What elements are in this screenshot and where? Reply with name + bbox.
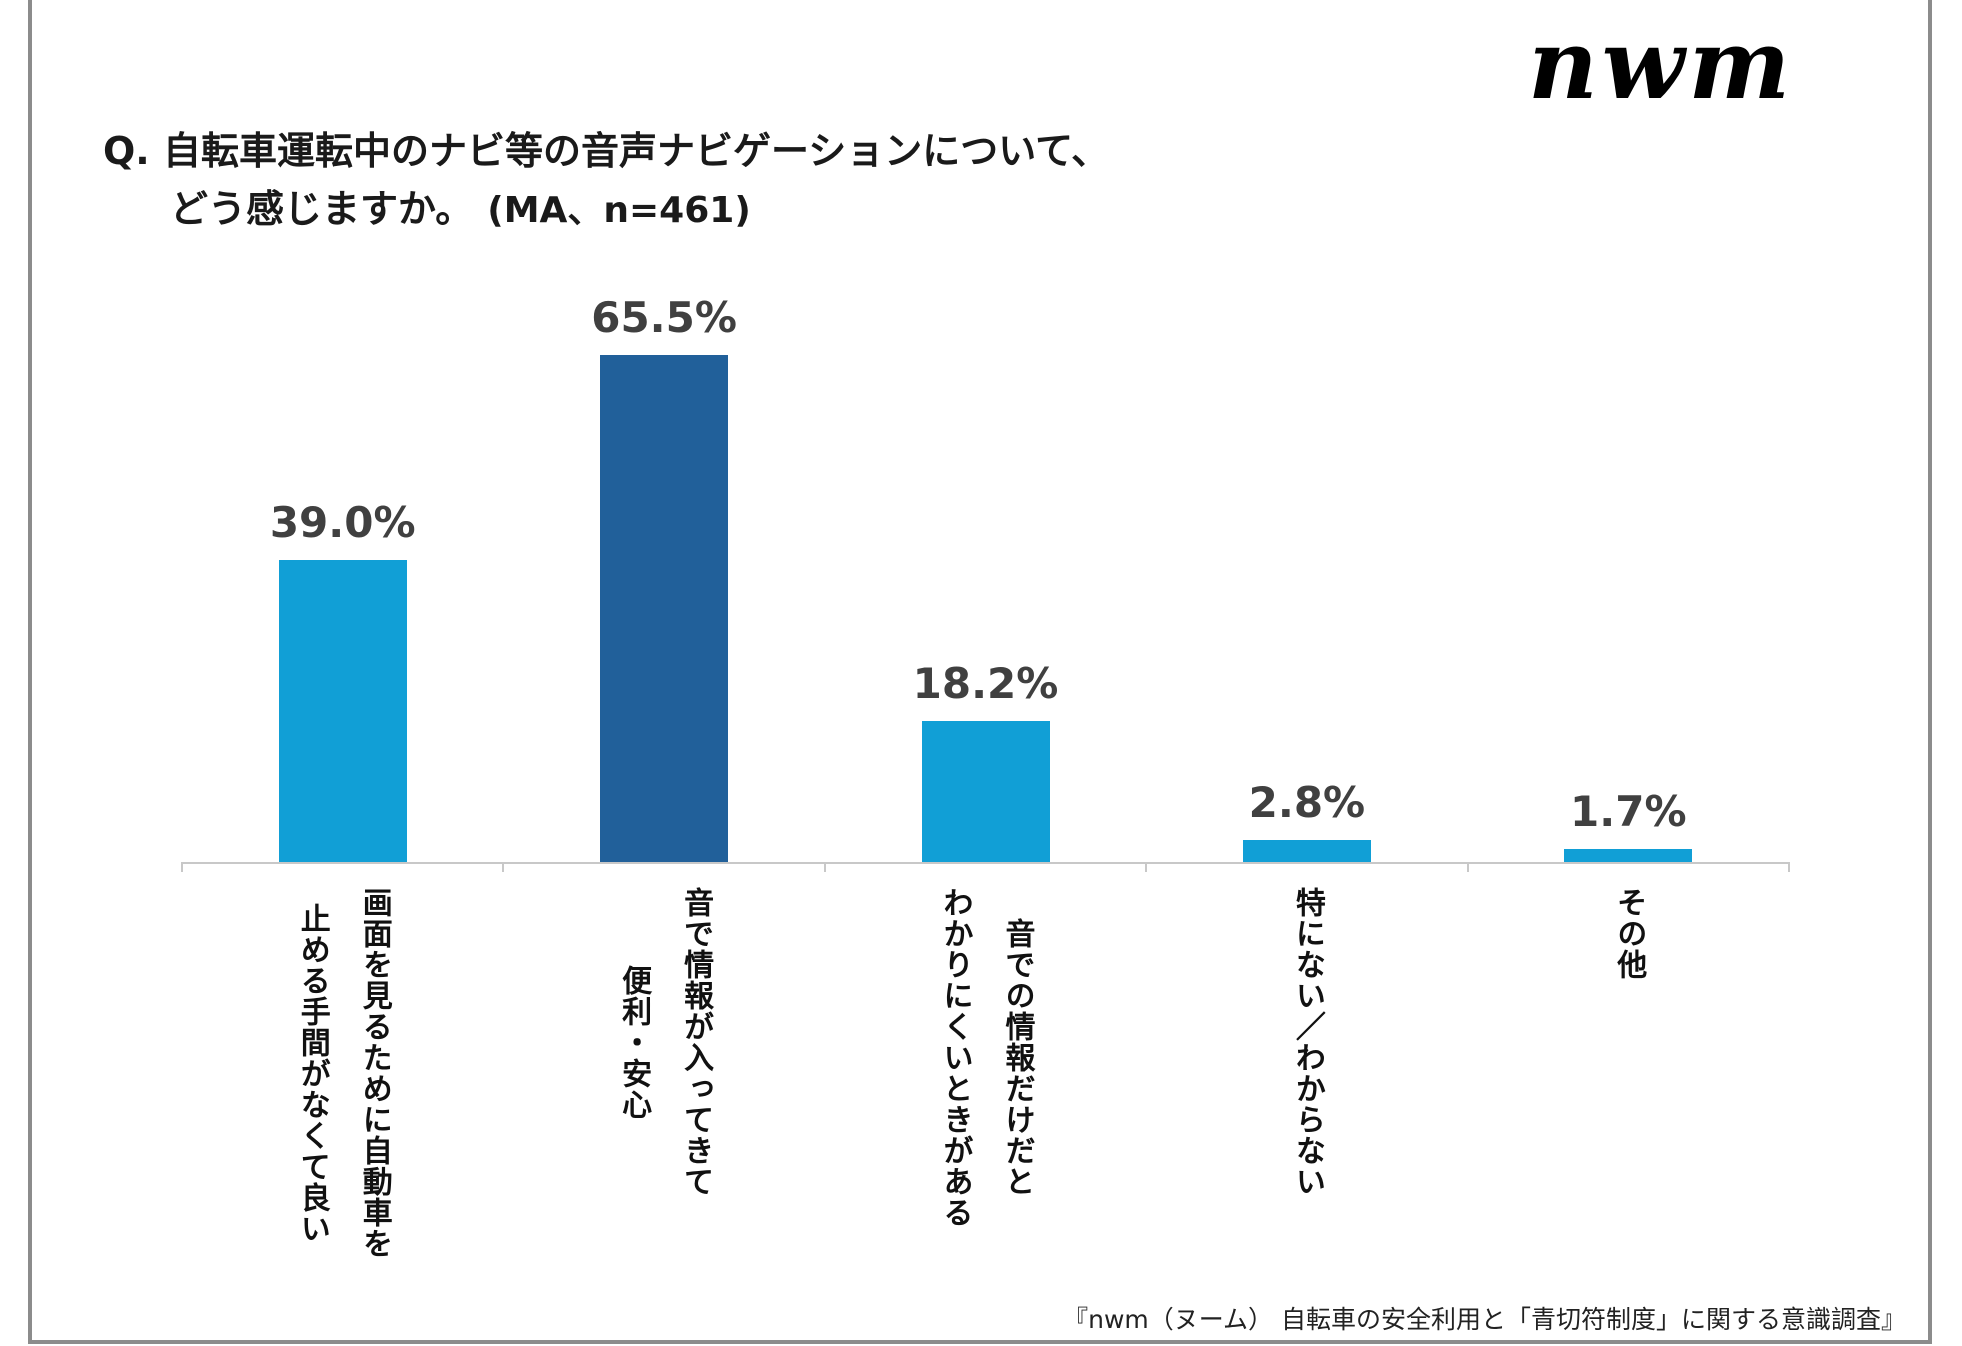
- data-label: 1.7%: [1570, 786, 1687, 836]
- chart-title-sample: (MA、n=461): [487, 190, 751, 231]
- x-axis-tick: [1145, 862, 1148, 872]
- chart-title-question: どう感じますか。: [170, 187, 474, 231]
- bar: [1242, 840, 1371, 862]
- x-axis: [182, 862, 1789, 864]
- nwm-logo: nwm: [1528, 8, 1795, 121]
- chart-title-line2: どう感じますか。 (MA、n=461): [170, 178, 751, 233]
- category-label: その他: [1597, 887, 1659, 980]
- category-label: 音で情報が入ってきて 便利・安心: [602, 887, 726, 1197]
- category-label-line: 音での情報だけだと: [999, 918, 1035, 1197]
- chart-title-line1: Q. 自転車運転中のナビ等の音声ナビゲーションについて、: [103, 129, 1110, 173]
- x-axis-tick: [502, 862, 505, 872]
- category-label-line: 特にない／わからない: [1289, 887, 1325, 1197]
- category-label-line: 止める手間がなくて良い: [294, 902, 330, 1244]
- bar: [278, 560, 407, 862]
- category-label-line: 音で情報が入ってきて: [678, 887, 714, 1197]
- category-label-line: わかりにくいときがある: [937, 887, 973, 1228]
- category-label-line: その他: [1611, 887, 1647, 980]
- category-label: 音での情報だけだと わかりにくいときがある: [924, 887, 1048, 1228]
- source-note: 『nwm（ヌーム） 自転車の安全利用と「青切符制度」に関する意識調査』: [1063, 1305, 1906, 1334]
- bar: [600, 355, 729, 862]
- bar: [1564, 848, 1693, 862]
- category-label-line: 画面を見るために自動車を: [356, 887, 392, 1259]
- category-label-line: 便利・安心: [616, 964, 652, 1120]
- data-label: 39.0%: [269, 498, 416, 548]
- slide-frame: [28, 0, 1932, 1344]
- x-axis-tick: [1788, 862, 1790, 872]
- bar: [921, 721, 1050, 862]
- x-axis-tick: [1466, 862, 1469, 872]
- data-label: 65.5%: [591, 293, 737, 343]
- data-label: 18.2%: [912, 659, 1059, 709]
- category-label: 画面を見るために自動車を 止める手間がなくて良い: [281, 887, 405, 1259]
- category-label: 特にない／わからない: [1276, 887, 1338, 1197]
- x-axis-tick: [181, 862, 183, 872]
- x-axis-tick: [823, 862, 826, 872]
- data-label: 2.8%: [1248, 778, 1366, 828]
